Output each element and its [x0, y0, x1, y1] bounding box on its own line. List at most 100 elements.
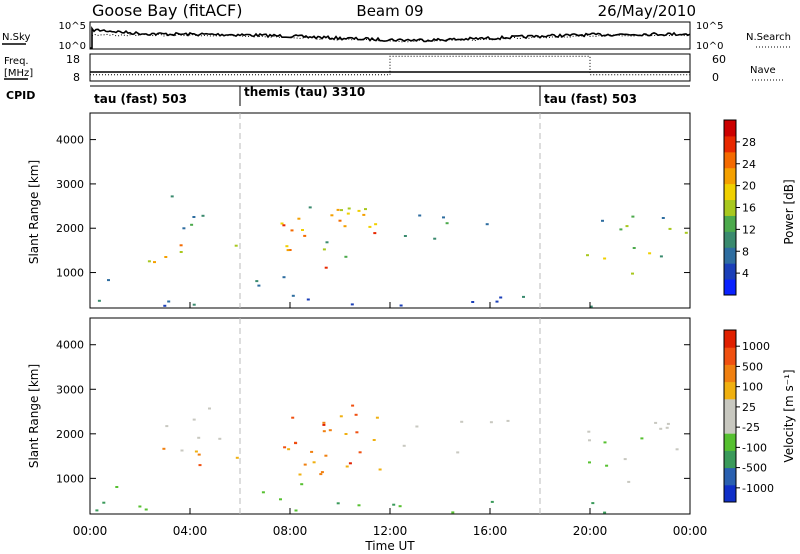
- colorbar-swatch: [724, 416, 736, 434]
- range-gate-cell: [180, 449, 184, 452]
- colorbar-swatch: [724, 364, 736, 383]
- range-gate-cell: [339, 415, 343, 418]
- range-gate-cell: [208, 407, 211, 410]
- freq-label-top: Freq.: [4, 56, 29, 67]
- velocity-panel-frame: [89, 317, 691, 515]
- range-gate-cell: [589, 305, 593, 308]
- nave-trace: [90, 55, 690, 76]
- range-gate-cell: [198, 464, 202, 467]
- range-gate-cell: [402, 444, 406, 447]
- range-gate-cell: [298, 473, 302, 476]
- range-gate-cell: [194, 450, 198, 453]
- range-gate-cell: [179, 251, 183, 253]
- x-tick-label: 12:00: [373, 524, 408, 538]
- range-gate-cell: [257, 284, 261, 287]
- range-gate-cell: [325, 241, 329, 244]
- colorbar-swatch: [724, 484, 736, 503]
- range-gate-cell: [336, 502, 340, 505]
- colorbar-frame: [723, 329, 737, 503]
- range-gate-cell: [522, 295, 525, 298]
- range-gate-cell: [163, 304, 167, 307]
- nave-right-tick-bottom: 0: [712, 71, 719, 84]
- nave-right-tick-top: 60: [712, 53, 726, 66]
- range-gate-cell: [603, 441, 607, 444]
- range-gate-cell: [640, 437, 644, 440]
- noise-right-tick-top: 10^5: [696, 21, 723, 32]
- range-gate-cell: [235, 456, 239, 459]
- range-gate-cell: [445, 222, 449, 225]
- noise-sky-trace: [90, 26, 691, 49]
- colorbar-swatch: [724, 347, 736, 365]
- range-gate-cell: [320, 471, 324, 474]
- range-gate-cell: [357, 209, 361, 212]
- power-panel-frame: [89, 112, 691, 309]
- y-tick-label: 4000: [56, 134, 84, 147]
- colorbar-tick-label: 1000: [742, 340, 770, 353]
- range-gate-cell: [403, 235, 407, 237]
- range-gate-cell: [95, 509, 99, 512]
- colorbar-tick-label: -500: [742, 462, 767, 475]
- range-gate-cell: [344, 255, 348, 258]
- freq-left-tick-bottom: 8: [73, 71, 80, 84]
- power-y-ticks: 1000 2000 3000 4000: [56, 134, 690, 280]
- freq-label-bottom: [MHz]: [4, 68, 33, 79]
- y-tick-label: 1000: [56, 472, 84, 485]
- colorbar-swatch: [724, 135, 736, 153]
- range-gate-cell: [279, 498, 282, 501]
- range-gate-cell: [201, 214, 205, 217]
- range-gate-cell: [392, 503, 396, 506]
- range-gate-cell: [588, 461, 591, 464]
- range-gate-cell: [182, 227, 186, 230]
- range-gate-cell: [659, 427, 663, 430]
- range-gate-cell: [665, 426, 669, 429]
- range-gate-cell: [605, 464, 609, 467]
- cpid-label: CPID: [6, 89, 35, 102]
- range-gate-cell: [399, 304, 403, 307]
- range-gate-cell: [415, 425, 419, 428]
- range-gate-cell: [588, 439, 591, 442]
- colorbar-swatch: [724, 381, 736, 400]
- range-gate-cell: [301, 229, 304, 231]
- range-gate-cell: [306, 298, 310, 301]
- range-gate-cell: [283, 446, 287, 449]
- colorbar-swatch: [724, 450, 736, 469]
- x-tick-label: 16:00: [473, 524, 508, 538]
- range-gate-cell: [433, 237, 437, 240]
- colorbar-swatch: [724, 247, 736, 264]
- range-gate-cell: [495, 300, 499, 303]
- range-gate-cell: [300, 483, 304, 486]
- range-gate-cell: [372, 439, 376, 441]
- cpid-mode-1: tau (fast) 503: [94, 92, 187, 106]
- range-gate-cell: [460, 420, 464, 423]
- range-gate-cell: [287, 448, 291, 451]
- colorbar-tick-label: -25: [742, 421, 760, 434]
- range-gate-cell: [310, 450, 314, 453]
- range-gate-cell: [280, 222, 284, 225]
- range-gate-cell: [286, 249, 290, 252]
- power-panel: 1000 2000 3000 4000 Slant Range [km] 4 8 12 16…: [27, 112, 796, 309]
- colorbar-tick-label: 16: [742, 202, 756, 215]
- colorbar-swatch: [724, 151, 736, 169]
- noise-panel-frame: [89, 21, 691, 50]
- cpid-mode-3: tau (fast) 503: [544, 92, 637, 106]
- range-gate-cell: [328, 429, 332, 432]
- range-gate-cell: [351, 404, 355, 407]
- range-gate-cell: [654, 421, 658, 424]
- range-gate-cell: [115, 486, 119, 488]
- x-tick-label: 00:00: [673, 524, 708, 538]
- range-gate-cell: [312, 461, 316, 464]
- range-gate-cell: [603, 257, 607, 260]
- range-gate-cell: [619, 228, 623, 231]
- x-tick-label: 04:00: [173, 524, 208, 538]
- range-gate-cell: [355, 431, 359, 434]
- range-gate-cell: [261, 491, 265, 494]
- noise-left-tick-bottom: 10^0: [59, 41, 86, 52]
- velocity-scatter-marks: [95, 404, 679, 514]
- velocity-ylabel: Slant Range [km]: [27, 364, 41, 468]
- range-gate-cell: [179, 244, 183, 247]
- range-gate-cell: [294, 509, 298, 512]
- colorbar-tick-label: 20: [742, 180, 756, 193]
- range-gate-cell: [197, 436, 201, 439]
- time-axis-label: Time UT: [364, 539, 415, 553]
- y-tick-label: 1000: [56, 267, 84, 280]
